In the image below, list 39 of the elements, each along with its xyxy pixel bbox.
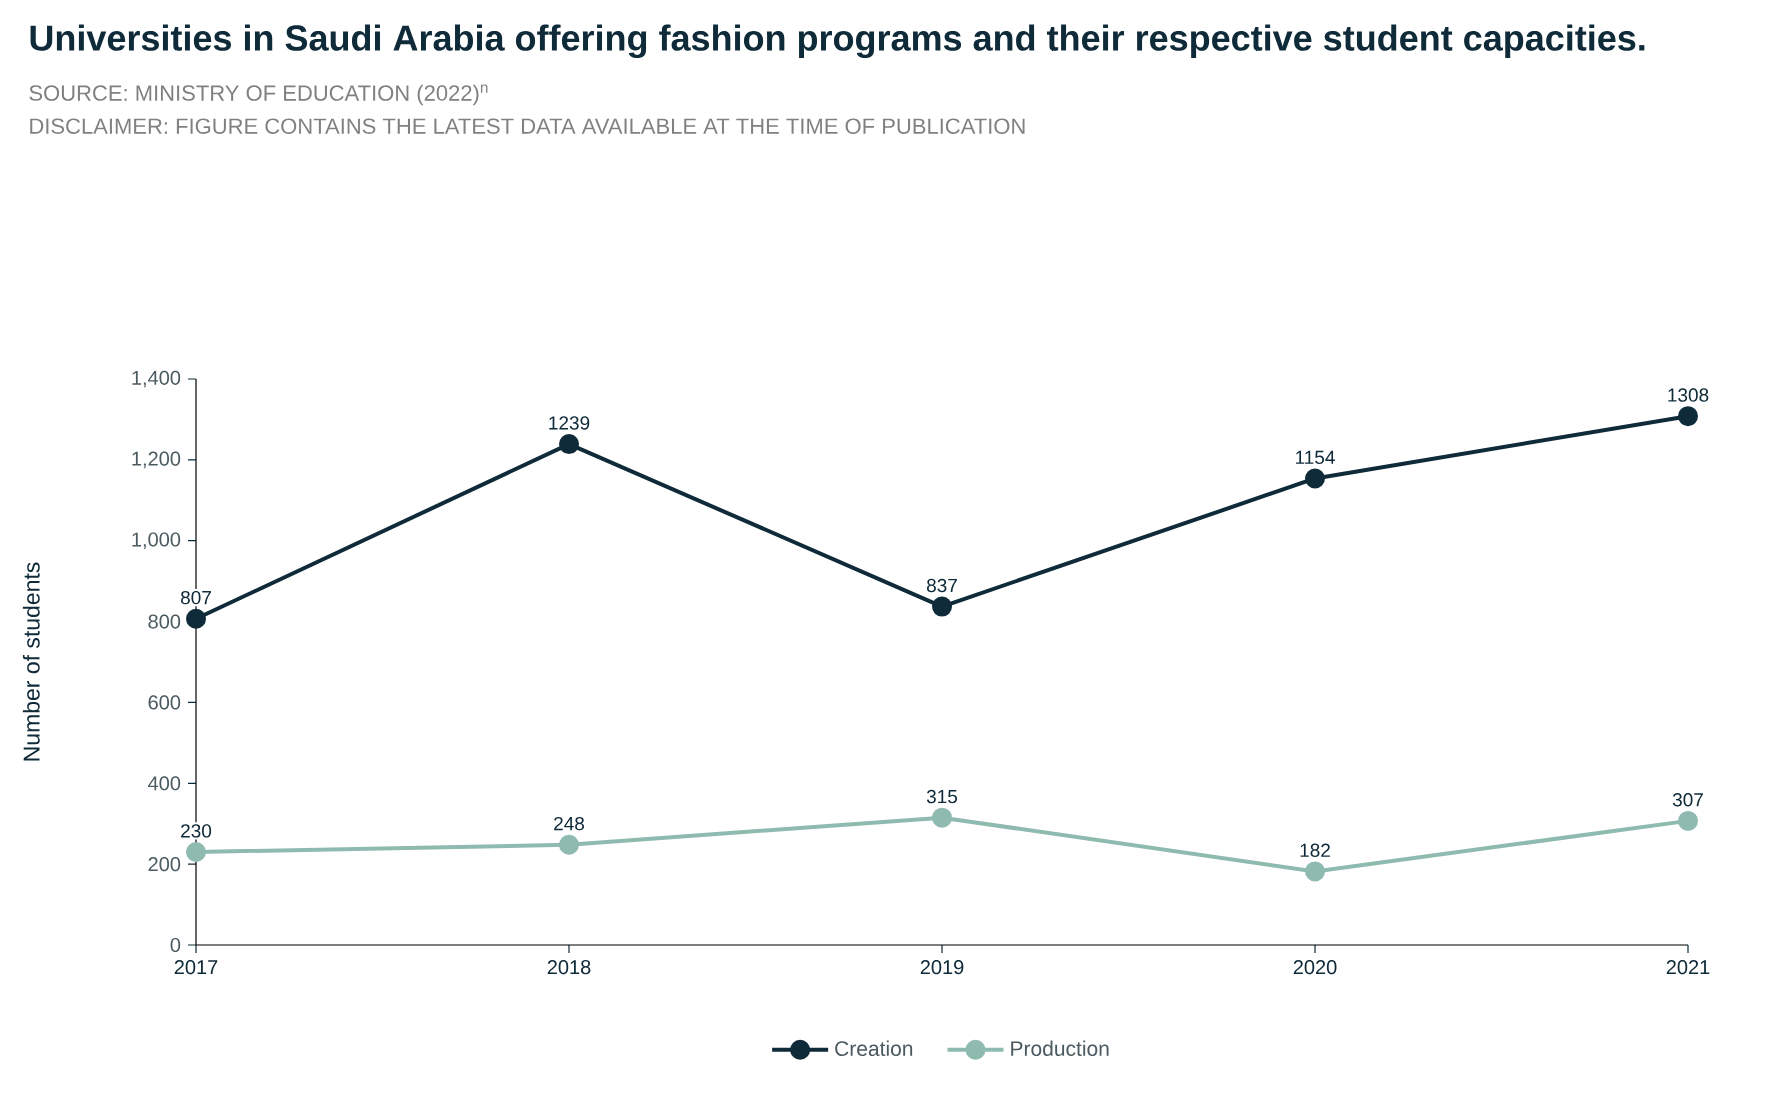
data-label: 837 <box>926 578 957 593</box>
text: DISCLAIMER: FIGURE CONTAINS THE LATEST DATA AVAILABLE AT THE TIME OF PUBLICATION <box>30 118 1025 134</box>
point <box>186 842 206 863</box>
legend-label: Creation <box>835 1040 913 1057</box>
point <box>1305 861 1326 882</box>
y-tick-label: 1,200 <box>132 451 181 469</box>
x-tick-label: 2020 <box>1293 960 1337 975</box>
y-tick-label: 800 <box>148 614 181 629</box>
y-axis-title: Number of students <box>22 562 40 761</box>
x-tick-label: 2018 <box>547 960 591 975</box>
y-tick-label: 200 <box>148 857 181 872</box>
point <box>1678 406 1699 427</box>
point <box>932 807 953 828</box>
source-note: SOURCE: MINISTRY OF EDUCATION (2022)$^{n}$ <box>29 84 488 106</box>
data-label: 230 <box>181 824 212 838</box>
x-tick-label: 2019 <box>920 960 964 975</box>
data-label: 1154 <box>1296 450 1335 465</box>
point <box>1305 468 1326 489</box>
point <box>559 834 580 855</box>
data-label: 1239 <box>549 416 590 430</box>
chart-title: Universities in Saudi Arabia offering fashion programs and their respective student capacities. <box>30 24 1645 59</box>
data-label: 1308 <box>1668 388 1709 402</box>
data-label: 807 <box>180 590 211 605</box>
x-tick-label: 2021 <box>1666 960 1710 975</box>
data-label: 307 <box>1672 793 1703 807</box>
data-label: 182 <box>1300 843 1330 858</box>
point <box>186 608 206 629</box>
x-tick-label: 2017 <box>174 960 218 975</box>
point <box>1678 810 1699 831</box>
y-tick-label: 0 <box>170 937 181 953</box>
legend-label: Production <box>1011 1040 1109 1057</box>
y-tick-label: 1,400 <box>132 370 181 388</box>
point <box>559 434 580 455</box>
y-tick-label: 400 <box>148 776 181 791</box>
y-tick-label: 1,000 <box>132 532 181 549</box>
data-label: 315 <box>926 789 958 804</box>
y-tick-label: 600 <box>148 695 181 710</box>
point <box>932 596 953 617</box>
data-label: 248 <box>554 816 585 831</box>
